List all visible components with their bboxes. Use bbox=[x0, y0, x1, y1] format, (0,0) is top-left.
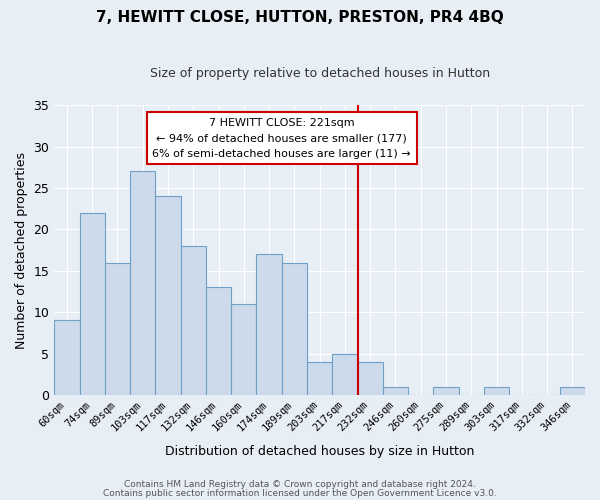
Bar bbox=[105, 262, 130, 395]
Bar bbox=[155, 196, 181, 395]
Bar bbox=[256, 254, 282, 395]
Bar bbox=[358, 362, 383, 395]
Text: Contains HM Land Registry data © Crown copyright and database right 2024.: Contains HM Land Registry data © Crown c… bbox=[124, 480, 476, 489]
Text: Contains public sector information licensed under the Open Government Licence v3: Contains public sector information licen… bbox=[103, 488, 497, 498]
Text: 7, HEWITT CLOSE, HUTTON, PRESTON, PR4 4BQ: 7, HEWITT CLOSE, HUTTON, PRESTON, PR4 4B… bbox=[96, 10, 504, 25]
Bar bbox=[206, 288, 231, 395]
Bar bbox=[80, 213, 105, 395]
Bar bbox=[231, 304, 256, 395]
Text: 7 HEWITT CLOSE: 221sqm
← 94% of detached houses are smaller (177)
6% of semi-det: 7 HEWITT CLOSE: 221sqm ← 94% of detached… bbox=[152, 118, 411, 159]
Y-axis label: Number of detached properties: Number of detached properties bbox=[15, 152, 28, 348]
Bar bbox=[282, 262, 307, 395]
Bar bbox=[332, 354, 358, 395]
Bar bbox=[484, 386, 509, 395]
Bar bbox=[433, 386, 458, 395]
Title: Size of property relative to detached houses in Hutton: Size of property relative to detached ho… bbox=[149, 68, 490, 80]
X-axis label: Distribution of detached houses by size in Hutton: Distribution of detached houses by size … bbox=[165, 444, 475, 458]
Bar bbox=[54, 320, 80, 395]
Bar bbox=[181, 246, 206, 395]
Bar bbox=[383, 386, 408, 395]
Bar bbox=[130, 172, 155, 395]
Bar bbox=[560, 386, 585, 395]
Bar bbox=[307, 362, 332, 395]
